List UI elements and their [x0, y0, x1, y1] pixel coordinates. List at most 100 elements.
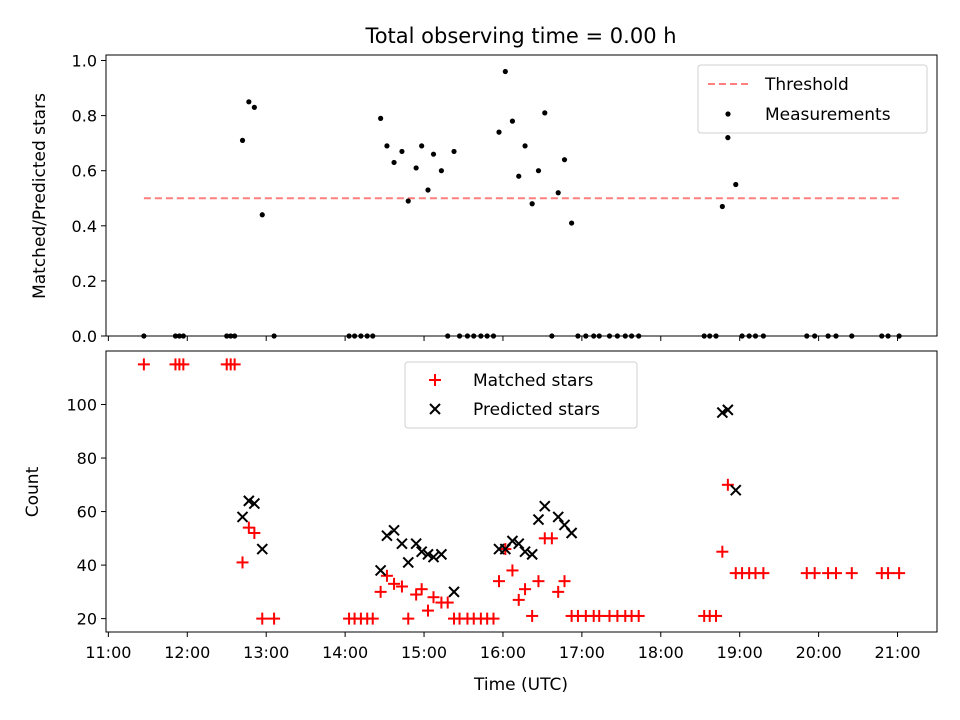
measurement-point	[413, 165, 419, 171]
measurement-point	[569, 220, 575, 226]
predicted-star-point	[422, 548, 434, 561]
count-y-tick-label: 40	[77, 556, 97, 575]
legend-predicted-label: Predicted stars	[473, 400, 600, 420]
matched-star-point	[268, 612, 281, 625]
measurement-point	[425, 187, 431, 193]
predicted-star-point	[410, 537, 422, 550]
x-tick-label: 15:00	[401, 643, 447, 662]
x-tick-label: 20:00	[796, 643, 842, 662]
count-y-tick-label: 60	[77, 503, 97, 522]
matched-star-point	[593, 609, 606, 622]
matched-star-point	[441, 596, 454, 609]
predicted-star-point	[722, 404, 734, 416]
panel-ratio: 0.0 0.2 0.4 0.6 0.8 1.0 Matched/Predicted sta…	[30, 52, 938, 346]
predicted-star-point	[236, 511, 249, 523]
ratio-legend-box	[697, 64, 928, 134]
predicted-star-point	[513, 537, 525, 550]
count-y-axis-label: Count	[23, 466, 43, 517]
count-legend-box	[404, 361, 638, 429]
ratio-y-tick-label: 0.4	[72, 217, 97, 236]
matched-star-point	[242, 521, 255, 534]
matched-star-point	[248, 526, 261, 539]
measurement-point	[451, 148, 457, 155]
matched-star-point	[421, 604, 434, 617]
count-y-tick-label: 80	[77, 449, 97, 468]
matched-star-point	[506, 564, 519, 577]
predicted-star-point	[243, 495, 255, 507]
measurement-point	[516, 173, 522, 179]
x-tick-label: 19:00	[717, 643, 763, 662]
matched-star-point	[427, 591, 440, 604]
ratio-y-tick-label: 0.0	[72, 327, 97, 346]
x-tick-label: 12:00	[164, 643, 210, 662]
predicted-star-point	[526, 548, 538, 561]
matched-star-point	[395, 580, 408, 593]
matched-star-point	[402, 612, 415, 625]
matched-star-point	[519, 583, 532, 596]
measurement-point	[522, 143, 528, 149]
matched-star-point	[512, 593, 525, 606]
measurement-point	[259, 212, 265, 218]
matched-star-point	[808, 567, 821, 580]
x-tick-label: 14:00	[322, 643, 368, 662]
matched-star-point	[410, 588, 423, 601]
ratio-x-ticks	[107, 336, 899, 341]
count-marks	[137, 358, 906, 625]
matched-star-point	[552, 585, 565, 598]
count-y-tick-label: 100	[66, 396, 97, 415]
predicted-star-point	[448, 586, 460, 598]
matched-star-point	[558, 575, 571, 588]
matched-star-point	[388, 577, 401, 590]
matched-star-point	[228, 358, 241, 371]
measurement-point	[733, 181, 739, 188]
predicted-star-point	[248, 497, 261, 510]
x-tick-label: 21:00	[874, 643, 920, 662]
ratio-y-axis-label: Matched/Predicted stars	[30, 93, 50, 299]
x-axis-label: Time (UTC)	[473, 675, 568, 695]
predicted-star-point	[435, 548, 448, 561]
legend-measurements-swatch	[725, 111, 731, 117]
matched-star-point	[415, 583, 428, 596]
matched-star-point	[366, 612, 379, 625]
matched-star-point	[493, 575, 506, 588]
measurement-point	[509, 118, 516, 124]
predicted-star-point	[552, 511, 564, 523]
measurement-point	[251, 104, 257, 110]
measurement-point	[542, 110, 548, 116]
ratio-y-tick-label: 0.6	[72, 162, 97, 181]
predicted-star-point	[402, 556, 414, 569]
count-y-ticks: 20 40 60 80 100	[66, 396, 106, 629]
matched-star-point	[757, 567, 770, 580]
matched-star-point	[829, 567, 842, 580]
predicted-star-point	[388, 524, 400, 537]
predicted-star-point	[539, 500, 551, 512]
ratio-y-ticks: 0.0 0.2 0.4 0.6 0.8 1.0	[72, 52, 106, 346]
x-tick-label: 18:00	[638, 643, 684, 662]
predicted-star-point	[730, 484, 742, 496]
predicted-star-point	[256, 543, 268, 555]
count-legend: Matched stars Predicted stars	[404, 361, 638, 429]
measurement-point	[719, 203, 725, 210]
measurement-point	[438, 168, 444, 174]
predicted-star-point	[532, 513, 545, 526]
predicted-star-point	[396, 537, 408, 550]
x-tick-label: 17:00	[559, 643, 605, 662]
count-x-ticks: 11:00 12:00 13:00 14:00 15:00 16:00 17:00 18:00…	[85, 632, 921, 662]
matched-star-point	[374, 585, 387, 598]
matched-star-point	[236, 556, 249, 569]
predicted-star-point	[415, 546, 428, 558]
matched-star-point	[487, 612, 500, 625]
measurement-point	[496, 129, 502, 135]
ratio-y-tick-label: 0.8	[72, 107, 97, 126]
measurement-point	[561, 157, 568, 163]
predicted-star-point	[381, 529, 393, 542]
ratio-y-tick-label: 0.2	[72, 272, 97, 291]
measurement-point	[725, 135, 731, 141]
measurement-point	[502, 68, 508, 75]
predicted-star-point	[427, 551, 440, 563]
predicted-star-point	[716, 406, 729, 419]
matched-star-point	[137, 358, 150, 371]
matched-star-point	[716, 545, 729, 558]
measurement-point	[391, 159, 397, 166]
